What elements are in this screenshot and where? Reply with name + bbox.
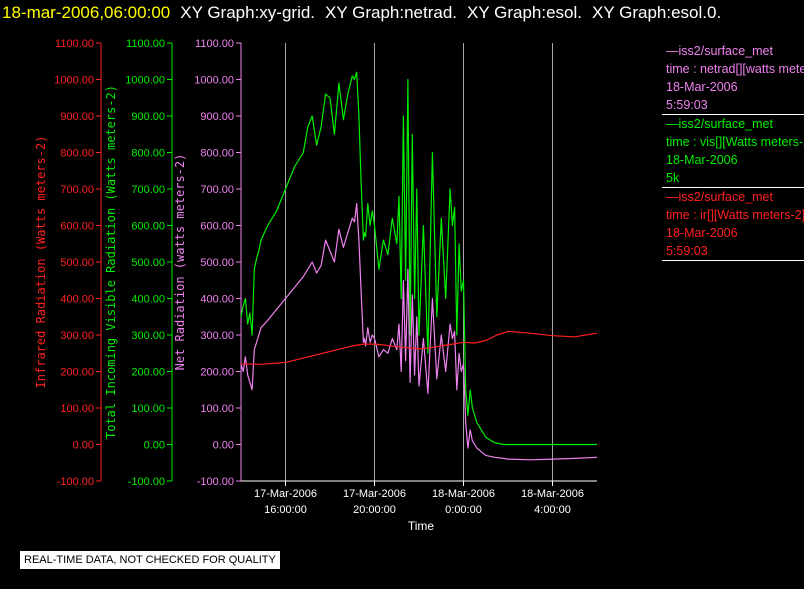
y-tick-label: 300.00	[200, 330, 234, 342]
legend-source: —iss2/surface_met	[666, 44, 773, 58]
graph-title-esol: XY Graph:esol.	[467, 3, 583, 22]
y-tick-label: 100.00	[60, 403, 94, 415]
legend-entry-ir: —iss2/surface_met time : ir[][Watts mete…	[662, 188, 804, 261]
y-tick-label: 500.00	[131, 257, 165, 269]
legend-source: —iss2/surface_met	[666, 117, 773, 131]
y-tick-label: 900.00	[131, 111, 165, 123]
y-tick-label: 100.00	[200, 403, 234, 415]
y-tick-label: 800.00	[200, 148, 234, 160]
x-tick-label: 18-Mar-2006	[432, 488, 495, 500]
y-tick-label: 400.00	[60, 294, 94, 306]
legend-date: 18-Mar-2006	[666, 226, 738, 240]
x-tick-label: 17-Mar-2006	[254, 488, 317, 500]
x-tick-label: 17-Mar-2006	[343, 488, 406, 500]
y-tick-label: 1100.00	[126, 38, 165, 50]
graph-title-esol0: XY Graph:esol.0.	[592, 3, 722, 22]
x-axis-label: Time	[408, 519, 435, 533]
y-tick-label: 1000.00	[54, 75, 94, 87]
x-tick-label: 16:00:00	[264, 504, 307, 516]
graph-title-netrad: XY Graph:netrad.	[325, 3, 458, 22]
graph-title-xy-grid: XY Graph:xy-grid.	[180, 3, 316, 22]
y-tick-label: 200.00	[200, 367, 234, 379]
legend-entry-vis: —iss2/surface_met time : vis[][Watts met…	[662, 115, 804, 188]
legend-field: time : netrad[][watts meters-2]	[666, 62, 804, 76]
y-tick-label: 400.00	[200, 294, 234, 306]
y-tick-label: 200.00	[60, 367, 94, 379]
series-line-ir	[241, 330, 598, 365]
x-tick-label: 18-Mar-2006	[521, 488, 584, 500]
y-tick-label: 500.00	[60, 257, 94, 269]
legend: —iss2/surface_met time : netrad[][watts …	[662, 42, 804, 262]
y-tick-label: 800.00	[60, 148, 94, 160]
y-tick-label: -100.00	[197, 476, 234, 488]
legend-date: 18-Mar-2006	[666, 80, 738, 94]
y-tick-label: -100.00	[57, 476, 94, 488]
y-tick-label: 1000.00	[194, 75, 234, 87]
y-axis-label-vis: Total Incoming Visible Radiation (Watts …	[104, 85, 118, 439]
legend-entry-netrad: —iss2/surface_met time : netrad[][watts …	[662, 42, 804, 115]
legend-date: 18-Mar-2006	[666, 153, 738, 167]
legend-field: time : vis[][Watts meters-2]	[666, 135, 804, 149]
y-tick-label: 600.00	[200, 221, 234, 233]
y-tick-label: 700.00	[131, 184, 165, 196]
x-tick-label: 4:00:00	[534, 504, 571, 516]
y-tick-label: 300.00	[131, 330, 165, 342]
y-tick-label: 1100.00	[55, 38, 94, 50]
y-axis-label-netrad: Net Radiation (watts meters-2)	[173, 154, 187, 371]
legend-time: 5:59:03	[666, 244, 708, 258]
y-tick-label: 900.00	[200, 111, 234, 123]
y-tick-label: 700.00	[200, 184, 234, 196]
y-tick-label: 900.00	[60, 111, 94, 123]
x-tick-label: 20:00:00	[353, 504, 396, 516]
series-line-vis	[240, 71, 597, 446]
series-line-netrad	[240, 203, 598, 461]
y-tick-label: 300.00	[60, 330, 94, 342]
date-label: 18-mar-2006,06:00:00	[2, 3, 171, 22]
y-tick-label: 500.00	[200, 257, 234, 269]
y-axis-label-ir: Infrared Radiation (Watts meters-2)	[34, 136, 48, 389]
y-tick-label: 700.00	[60, 184, 94, 196]
legend-source: —iss2/surface_met	[666, 190, 773, 204]
y-tick-label: 600.00	[131, 221, 165, 233]
y-tick-label: -100.00	[128, 476, 165, 488]
x-tick-label: 0:00:00	[445, 504, 482, 516]
y-tick-label: 1100.00	[195, 38, 234, 50]
y-tick-label: 0.00	[144, 440, 165, 452]
y-tick-label: 0.00	[213, 440, 234, 452]
y-tick-label: 100.00	[131, 403, 165, 415]
title-bar: 18-mar-2006,06:00:00 XY Graph:xy-grid. XY …	[0, 2, 804, 26]
y-tick-label: 600.00	[60, 221, 94, 233]
y-tick-label: 1000.00	[125, 75, 165, 87]
y-tick-label: 200.00	[131, 367, 165, 379]
y-tick-label: 400.00	[131, 294, 165, 306]
y-tick-label: 0.00	[73, 440, 94, 452]
y-tick-label: 800.00	[131, 148, 165, 160]
legend-field: time : ir[][Watts meters-2]	[666, 208, 804, 222]
legend-extra: 5k	[666, 171, 680, 185]
legend-time: 5:59:03	[666, 98, 708, 112]
quality-note: REAL-TIME DATA, NOT CHECKED FOR QUALITY	[20, 551, 280, 569]
